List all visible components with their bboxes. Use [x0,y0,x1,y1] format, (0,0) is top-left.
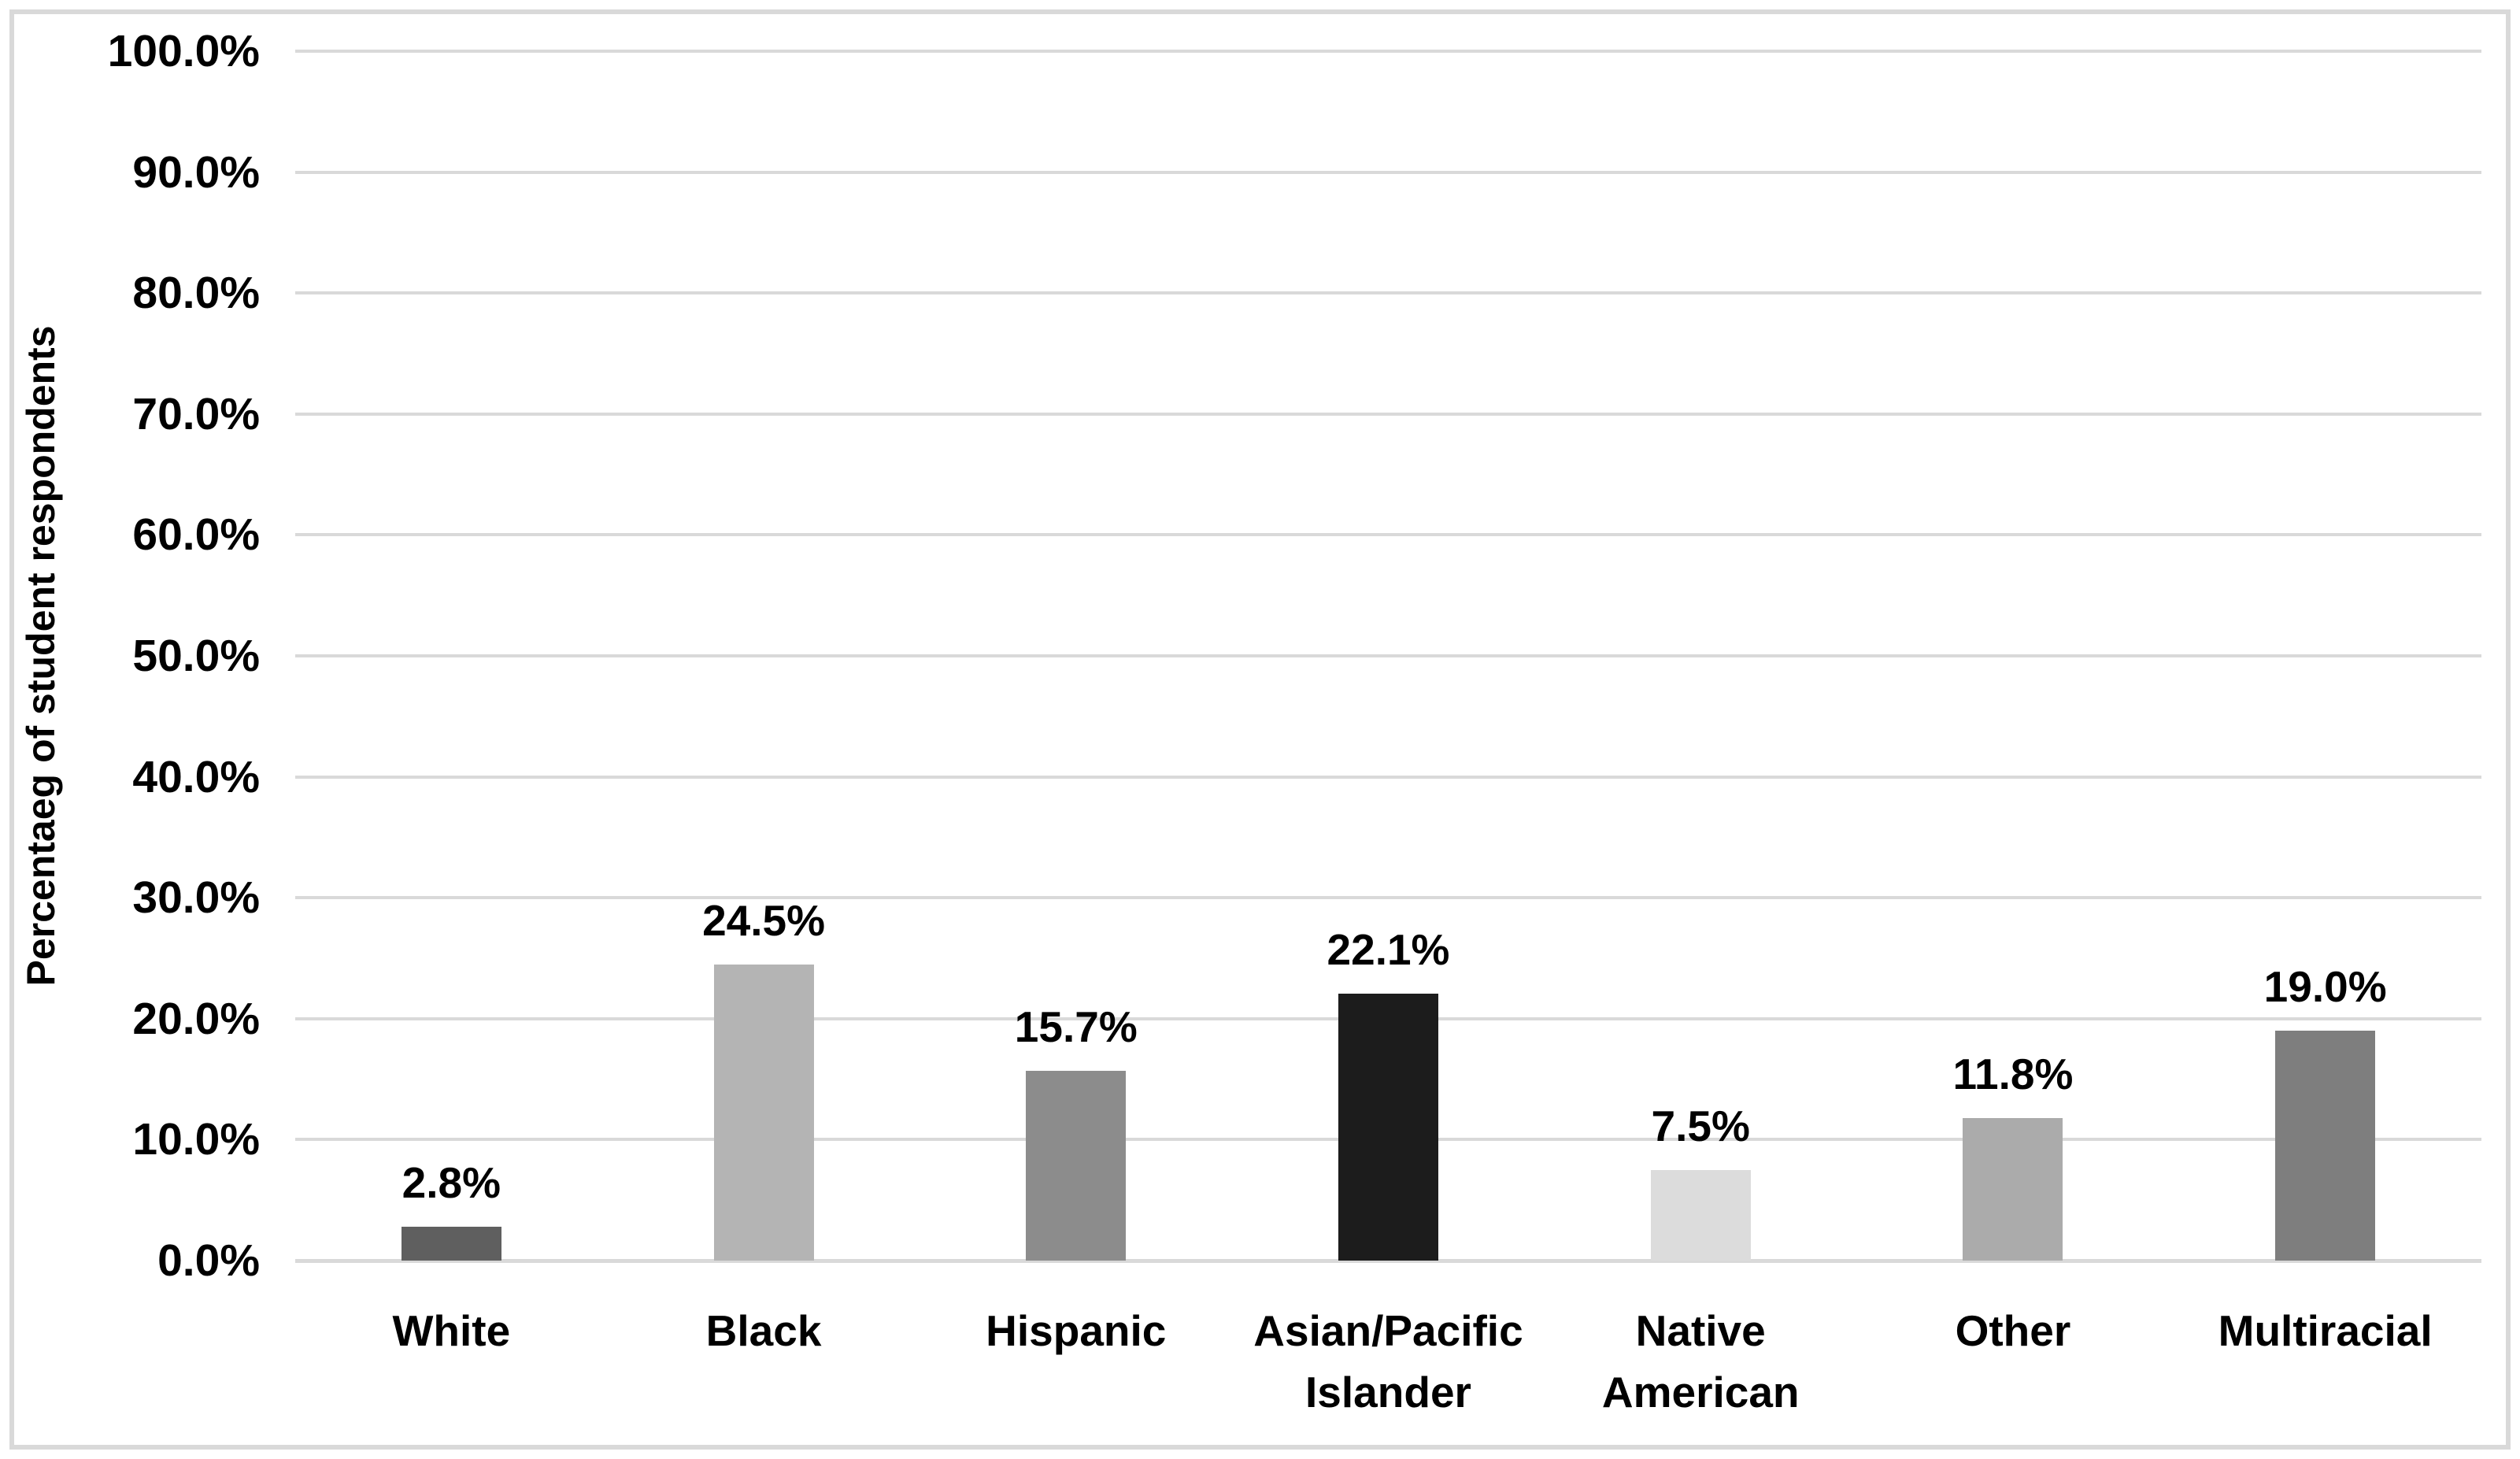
bar-other [1963,1117,2063,1261]
bar-hispanic [1026,1070,1127,1261]
y-tick-label: 100.0% [107,26,260,76]
category-label: Native American [1601,1306,1800,1416]
bar-value-label: 22.1% [1327,924,1450,974]
y-tick-label: 70.0% [132,388,260,439]
gridline [295,533,2481,537]
y-tick-label: 40.0% [132,751,260,802]
y-tick-label: 80.0% [132,268,260,319]
category-label: Other [1955,1306,2071,1355]
category-label: White [392,1306,511,1355]
x-axis-line [295,1259,2481,1263]
bar-native-american [1650,1169,1751,1261]
gridline [295,654,2481,657]
plot-area: 2.8% 24.5% 15.7% 22.1% 7.5% 11.8% 19.0% [295,50,2481,1263]
gridline [295,775,2481,779]
bar-value-label: 15.7% [1014,1002,1138,1051]
y-tick-label: 20.0% [132,993,260,1044]
y-tick-label: 0.0% [157,1235,260,1286]
bar-asian-pacific-islander [1338,993,1438,1261]
gridline [295,170,2481,174]
y-tick-label: 90.0% [132,146,260,198]
y-tick-label: 50.0% [132,631,260,681]
bar-white [401,1227,501,1261]
bar-value-label: 2.8% [401,1158,501,1207]
bar-black [713,964,814,1261]
bar-value-label: 7.5% [1651,1101,1750,1150]
category-label: Black [705,1306,822,1355]
category-label: Asian/Pacific Islander [1253,1306,1523,1416]
bar-multiracial [2275,1031,2376,1261]
category-label: Hispanic [986,1306,1167,1355]
category-label: Multiracial [2218,1306,2433,1355]
bar-value-label: 24.5% [702,895,826,945]
bar-value-label: 19.0% [2263,962,2387,1012]
gridline [295,50,2481,53]
gridline [295,291,2481,295]
bar-value-label: 11.8% [1952,1049,2074,1098]
y-tick-label: 60.0% [132,509,260,561]
gridline [295,412,2481,416]
y-tick-label: 30.0% [132,872,260,924]
y-tick-label: 10.0% [132,1114,260,1165]
gridline [295,896,2481,900]
